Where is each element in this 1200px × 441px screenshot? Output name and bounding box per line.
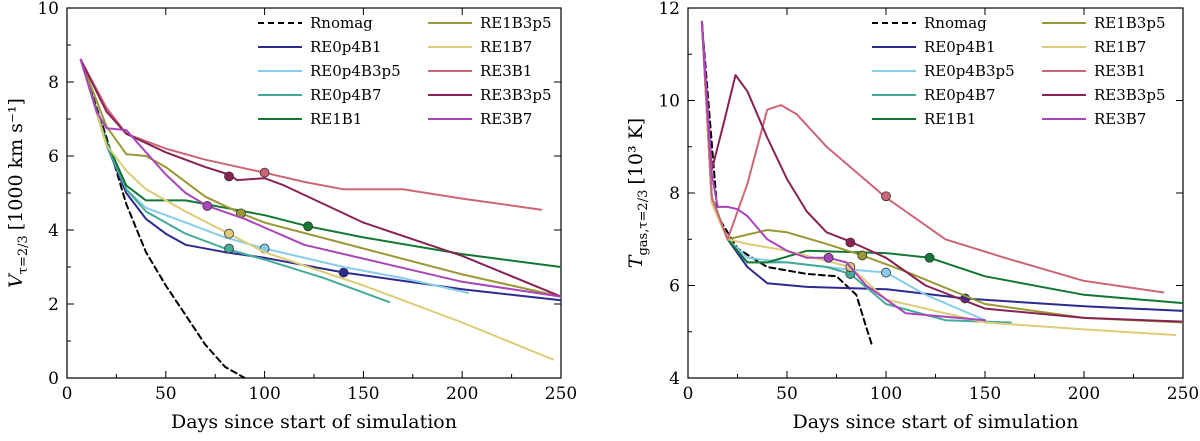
legend: Rnomag RE0p4B1 RE0p4B3p5 RE0p4B7 RE1B1 RE1B3p… (872, 14, 1166, 128)
x-tick-label: 0 (683, 384, 694, 404)
series-line-rnomag (700, 20, 874, 347)
series-line-re1b3p5 (79, 58, 561, 298)
series-line-re1b1 (79, 58, 561, 268)
x-tick-label: 50 (776, 384, 798, 404)
y-tick-label: 10 (37, 0, 59, 19)
series-marker-re1b7 (224, 228, 234, 239)
x-tick-label: 50 (155, 384, 177, 404)
series-group (700, 20, 1183, 347)
x-axis-label: Days since start of simulation (793, 411, 1079, 433)
x-tick-label: 200 (1068, 384, 1100, 404)
series-marker-re1b3p5 (857, 250, 868, 261)
legend-label: RE3B1 (480, 62, 532, 80)
series-marker-re3b7 (823, 252, 834, 263)
y-axis-label: Tgas,τ=2/3 [10³ K] (625, 118, 651, 268)
x-tick-label: 250 (1167, 384, 1199, 404)
legend-label: RE0p4B7 (310, 86, 382, 104)
y-tick-label: 4 (48, 221, 59, 241)
legend-label: RE0p4B3p5 (310, 62, 401, 80)
legend-label: RE3B3p5 (1094, 86, 1166, 104)
legend-label: RE1B3p5 (480, 14, 552, 32)
series-line-re0p4b1 (79, 58, 561, 302)
legend-label: RE0p4B1 (310, 38, 382, 56)
y-tick-label: 6 (48, 147, 59, 167)
y-tick-label: 4 (669, 369, 680, 389)
series-line-re3b7 (79, 58, 561, 298)
x-tick-label: 100 (870, 384, 902, 404)
y-tick-label: 8 (48, 73, 59, 93)
series-marker-re3b1 (881, 191, 891, 202)
legend-label: RE1B7 (480, 38, 532, 56)
series-marker-re3b3p5 (224, 171, 234, 182)
x-tick-label: 150 (347, 384, 379, 404)
left-panel-velocity: 0 50 100 150 200 250 0 2 4 6 8 10 Days since start o… (5, 0, 577, 433)
y-axis-symbol: T (625, 254, 647, 268)
series-line-re3b1 (79, 58, 543, 211)
series-marker-re0p4b1 (338, 267, 349, 278)
legend-label: RE0p4B1 (924, 38, 996, 56)
y-tick-label: 8 (669, 184, 680, 204)
y-axis-symbol: V (5, 272, 27, 288)
series-line-re3b1 (700, 20, 1165, 294)
legend-label: Rnomag (924, 14, 987, 32)
legend-label: RE1B3p5 (1094, 14, 1166, 32)
right-panel-temperature: 0 50 100 150 200 250 4 6 8 10 12 Days since start o… (625, 0, 1199, 433)
y-axis-label: Vτ=2/3 [1000 km s⁻¹] (5, 98, 31, 288)
legend-label: RE1B1 (310, 110, 362, 128)
legend-label: RE3B1 (1094, 62, 1146, 80)
y-axis-units: [1000 km s⁻¹] (5, 98, 27, 230)
series-marker-re3b7 (202, 201, 213, 211)
x-tick-label: 150 (969, 384, 1001, 404)
legend-label: RE3B7 (1094, 110, 1146, 128)
legend-label: RE3B3p5 (480, 86, 552, 104)
y-tick-label: 6 (669, 277, 680, 297)
y-axis-units: [10³ K] (625, 118, 647, 185)
series-marker-re1b1 (924, 252, 935, 263)
x-axis-label: Days since start of simulation (171, 411, 457, 433)
series-marker-re3b1 (259, 167, 270, 178)
legend-label: RE1B7 (1094, 38, 1146, 56)
y-tick-label: 0 (48, 369, 59, 389)
legend-label: RE0p4B7 (924, 86, 996, 104)
x-tick-label: 100 (248, 384, 280, 404)
series-marker-re0p4b7 (224, 243, 234, 254)
y-axis-subscript: gas,τ=2/3 (636, 190, 651, 256)
legend-label: RE3B7 (480, 110, 532, 128)
series-marker-re3b3p5 (845, 237, 856, 248)
legend-label: RE0p4B3p5 (924, 62, 1015, 80)
y-tick-label: 12 (658, 0, 680, 19)
series-marker-re0p4b3p5 (881, 267, 891, 278)
series-line-re3b3p5 (700, 20, 1183, 323)
y-tick-label: 2 (48, 295, 59, 315)
series-line-re0p4b7 (79, 58, 391, 304)
y-tick-label: 10 (658, 92, 680, 112)
series-line-re3b7 (700, 20, 986, 322)
series-marker-re1b1 (303, 221, 313, 232)
series-group (79, 58, 561, 378)
legend: Rnomag RE0p4B1 RE0p4B3p5 RE0p4B7 RE1B1 RE1B3p… (258, 14, 552, 128)
x-tick-label: 250 (545, 384, 577, 404)
legend-label: RE1B1 (924, 110, 976, 128)
series-line-re1b7 (79, 58, 555, 361)
y-axis-subscript: τ=2/3 (16, 235, 31, 274)
legend-label: Rnomag (310, 14, 373, 32)
x-tick-label: 200 (446, 384, 478, 404)
x-tick-label: 0 (62, 384, 73, 404)
